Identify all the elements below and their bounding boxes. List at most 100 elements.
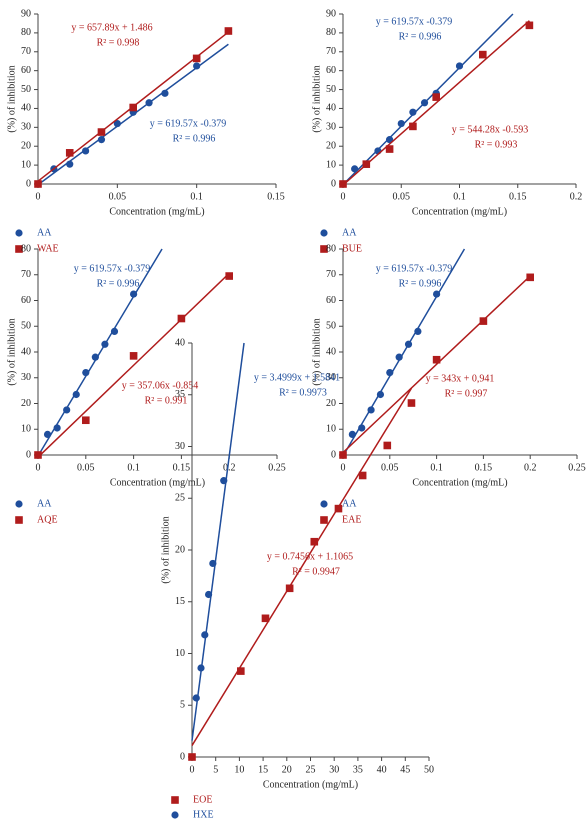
- data-point: [43, 430, 52, 438]
- y-tick-label: 0: [26, 449, 31, 460]
- x-tick-label: 0: [190, 764, 195, 775]
- data-point: [130, 290, 138, 298]
- data-point: [397, 119, 405, 128]
- data-point: [358, 471, 367, 480]
- legend-label: WAE: [37, 243, 59, 254]
- legend-label: EAE: [342, 514, 361, 525]
- equation: y = 357.06x -0.854: [122, 380, 198, 391]
- legend-marker: [15, 229, 23, 237]
- equation: y = 619.57x -0.379: [376, 263, 452, 274]
- trend-line: [37, 248, 163, 457]
- trend-line: [37, 272, 230, 458]
- data-point: [110, 327, 119, 335]
- y-tick-label: 5: [180, 700, 185, 711]
- legend-label: EOE: [193, 794, 212, 805]
- y-tick-label: 60: [326, 295, 336, 306]
- trend-line: [342, 13, 514, 186]
- data-point: [285, 584, 294, 593]
- data-point: [193, 62, 201, 70]
- y-tick-label: 0: [331, 178, 336, 189]
- x-tick-label: 45: [400, 764, 410, 775]
- y-tick-label: 10: [175, 648, 185, 659]
- x-axis-label: Concentration (mg/mL): [412, 206, 507, 217]
- data-point: [113, 119, 121, 128]
- legend-marker: [15, 500, 23, 508]
- x-tick-label: 10: [234, 764, 244, 775]
- data-point: [404, 340, 413, 348]
- data-point: [97, 128, 106, 136]
- data-point: [72, 390, 80, 399]
- x-tick-label: 40: [377, 764, 387, 775]
- y-tick-label: 70: [326, 269, 336, 280]
- y-tick-label: 25: [175, 493, 185, 504]
- r-squared: R² = 0.996: [399, 278, 442, 289]
- data-point: [433, 290, 441, 298]
- data-point: [376, 390, 385, 399]
- x-tick-label: 0.15: [509, 191, 527, 202]
- trend-line: [342, 248, 466, 457]
- data-point: [479, 317, 488, 325]
- y-tick-label: 80: [21, 243, 31, 254]
- y-tick-label: 50: [21, 321, 31, 332]
- y-tick-label: 10: [21, 159, 31, 170]
- y-axis-label: (%) of inhibition: [6, 318, 17, 385]
- data-point: [395, 353, 403, 361]
- y-tick-label: 60: [21, 65, 31, 76]
- data-point: [224, 27, 233, 35]
- data-point: [65, 149, 74, 157]
- data-point: [334, 504, 343, 513]
- x-tick-label: 0.1: [190, 191, 203, 202]
- x-tick-label: 0: [36, 191, 41, 202]
- y-axis-label: (%) of inhibition: [6, 65, 17, 132]
- equation: y = 657.89x + 1.486: [71, 22, 152, 33]
- x-tick-label: 0.2: [524, 462, 537, 473]
- y-tick-label: 70: [326, 46, 336, 57]
- data-point: [204, 590, 213, 599]
- data-point: [367, 406, 375, 414]
- trend-line: [191, 342, 245, 741]
- x-tick-label: 25: [306, 764, 316, 775]
- data-point: [188, 753, 196, 761]
- y-axis-label: (%) of inhibition: [160, 516, 171, 583]
- data-point: [383, 441, 392, 450]
- equation: y = 619.57x -0.379: [376, 16, 452, 27]
- x-tick-label: 0.1: [127, 462, 140, 473]
- data-point: [310, 537, 319, 546]
- legend-label: BUE: [342, 243, 362, 254]
- x-tick-label: 35: [353, 764, 363, 775]
- data-point: [479, 50, 487, 59]
- x-tick-label: 50: [424, 764, 434, 775]
- equation: y = 3.4999x + 1.5841: [254, 372, 340, 383]
- x-tick-label: 0.05: [109, 191, 127, 202]
- y-tick-label: 40: [21, 103, 31, 114]
- y-tick-label: 35: [175, 389, 185, 400]
- y-tick-label: 20: [21, 398, 31, 409]
- legend-label: AA: [342, 498, 357, 509]
- data-point: [525, 21, 534, 30]
- equation: y = 619.57x -0.379: [150, 118, 226, 129]
- y-tick-label: 90: [326, 8, 336, 19]
- data-point: [82, 416, 90, 425]
- r-squared: R² = 0.993: [475, 139, 518, 150]
- y-tick-label: 10: [21, 424, 31, 435]
- x-tick-label: 0.1: [430, 462, 443, 473]
- legend-label: AA: [342, 227, 357, 238]
- x-axis-label: Concentration (mg/mL): [110, 477, 205, 488]
- data-point: [97, 136, 106, 144]
- x-tick-label: 0: [36, 462, 41, 473]
- equation: y = 0.7456x + 1.1065: [267, 551, 353, 562]
- legend-label: AA: [37, 498, 52, 509]
- x-tick-label: 0.2: [570, 191, 583, 202]
- x-axis-label: Concentration (mg/mL): [263, 779, 358, 790]
- data-point: [91, 353, 99, 361]
- legend-label: AQE: [37, 514, 58, 525]
- data-point: [101, 340, 109, 348]
- x-tick-label: 0: [341, 191, 346, 202]
- legend-label: AA: [37, 227, 52, 238]
- data-point: [145, 99, 153, 107]
- y-tick-label: 90: [21, 8, 31, 19]
- x-tick-label: 0.05: [381, 462, 399, 473]
- legend-marker: [15, 516, 23, 524]
- y-tick-label: 10: [326, 159, 336, 170]
